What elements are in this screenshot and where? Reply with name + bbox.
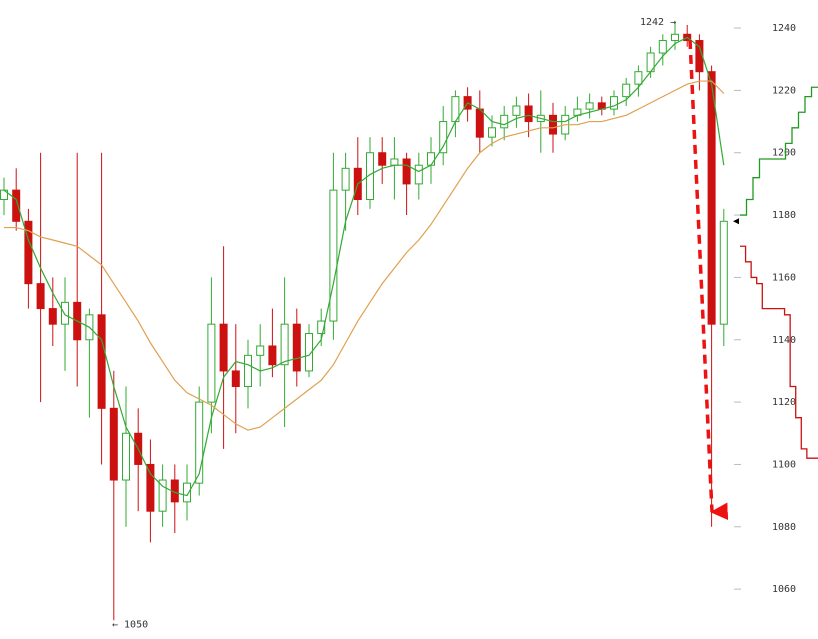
depth-line bbox=[740, 86, 818, 216]
last-price-marker bbox=[733, 218, 739, 225]
candle-body bbox=[292, 323, 301, 372]
y-tick-label: 1100 bbox=[772, 459, 796, 470]
moving-average bbox=[3, 36, 725, 497]
y-tick-label: 1220 bbox=[772, 85, 796, 96]
candle-body bbox=[48, 308, 57, 325]
y-tick-label: 1060 bbox=[772, 584, 796, 595]
y-tick-label: 1240 bbox=[772, 23, 796, 34]
candle-body bbox=[146, 463, 155, 512]
candle-body bbox=[378, 152, 387, 166]
candle-body bbox=[622, 83, 631, 98]
candle-body bbox=[634, 71, 643, 85]
candle-body bbox=[24, 220, 33, 285]
moving-average bbox=[4, 80, 725, 431]
candle-body bbox=[610, 96, 618, 110]
candle-body bbox=[707, 71, 716, 325]
candle-body bbox=[97, 314, 106, 409]
candle-body bbox=[244, 354, 252, 388]
candle-body bbox=[12, 189, 21, 222]
candle-body bbox=[524, 105, 533, 123]
candle-body bbox=[719, 220, 728, 325]
candle-body bbox=[341, 167, 350, 191]
candle-body bbox=[488, 127, 496, 138]
trend-arrow bbox=[688, 39, 729, 521]
annotation: 1242 → bbox=[640, 17, 676, 28]
candle-body bbox=[122, 432, 130, 481]
candle-body bbox=[549, 114, 557, 135]
candle-body bbox=[500, 114, 509, 129]
plot-area: 1060 1080 1100 1120 1140 1160 1180 1200 1220 1240… bbox=[0, 17, 818, 630]
y-tick-label: 1140 bbox=[772, 335, 796, 346]
candle-body bbox=[439, 121, 448, 154]
candle-body bbox=[329, 189, 338, 322]
annotation: ← 1050 bbox=[112, 619, 148, 630]
y-tick-label: 1200 bbox=[772, 148, 796, 159]
candle-body bbox=[183, 482, 191, 503]
candle-body bbox=[36, 283, 45, 310]
candle-body bbox=[158, 479, 167, 512]
y-tick-label: 1080 bbox=[772, 522, 796, 533]
candle-body bbox=[0, 189, 8, 200]
candle-body bbox=[256, 345, 265, 356]
candle-body bbox=[366, 152, 374, 200]
candle-body bbox=[280, 323, 289, 366]
y-tick-label: 1120 bbox=[772, 397, 796, 408]
candle-body bbox=[390, 158, 399, 166]
candle-body bbox=[305, 333, 313, 372]
candle-body bbox=[195, 401, 204, 484]
y-tick-label: 1180 bbox=[772, 210, 796, 221]
candle-body bbox=[317, 320, 326, 335]
candle-body bbox=[585, 102, 594, 110]
candle-body bbox=[671, 33, 679, 42]
candle-body bbox=[268, 345, 277, 366]
candle-body bbox=[402, 158, 411, 185]
candle-body bbox=[109, 407, 118, 481]
candle-body bbox=[219, 323, 228, 372]
depth-line bbox=[740, 245, 818, 459]
candle-body bbox=[207, 323, 216, 403]
y-tick-label: 1160 bbox=[772, 272, 796, 283]
candle-body bbox=[427, 152, 435, 166]
candle-body bbox=[475, 108, 484, 138]
candle-body bbox=[61, 301, 69, 325]
candle-body bbox=[231, 370, 240, 388]
candle-body bbox=[658, 40, 667, 54]
candle-body bbox=[512, 105, 521, 116]
candle-body bbox=[414, 164, 423, 185]
